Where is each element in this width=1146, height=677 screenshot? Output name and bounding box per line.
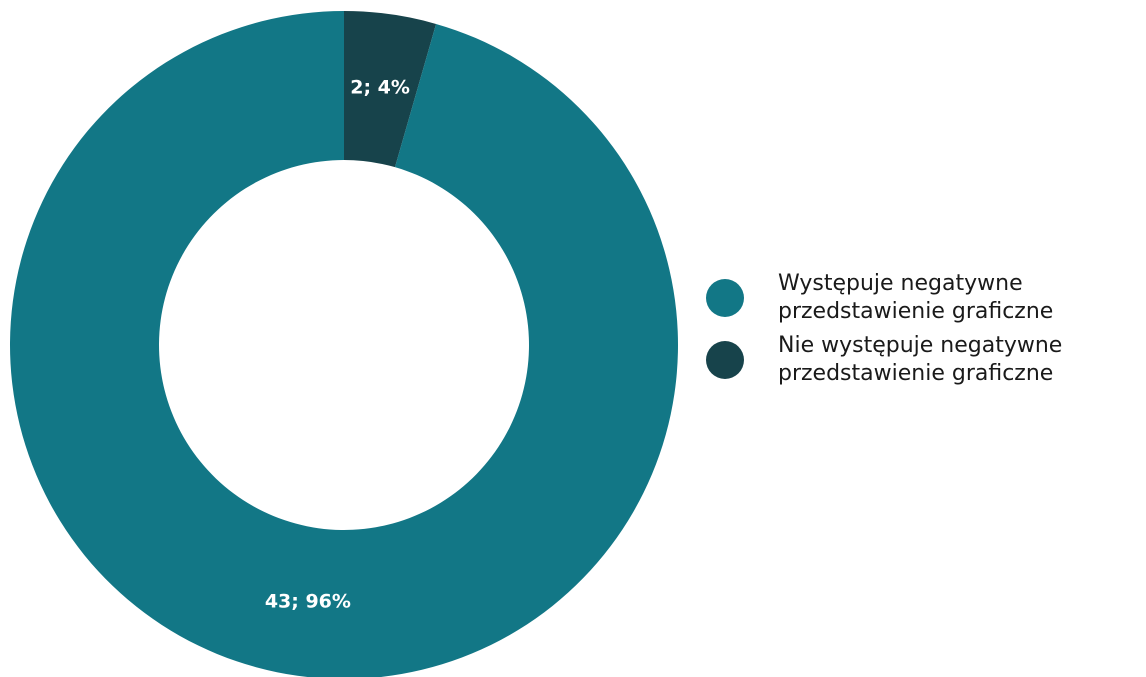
- legend-item-wystepuje: Występuje negatywne przedstawienie grafi…: [706, 270, 1146, 326]
- legend-label-line1: Występuje negatywne: [778, 271, 1023, 296]
- legend-label-line2: przedstawienie graficzne: [778, 299, 1054, 324]
- legend-label-nie-wystepuje: Nie występuje negatywne przedstawienie g…: [778, 332, 1062, 388]
- chart-legend: Występuje negatywne przedstawienie grafi…: [706, 270, 1146, 394]
- legend-marker-nie-wystepuje: [706, 341, 744, 379]
- legend-label-wystepuje: Występuje negatywne przedstawienie grafi…: [778, 270, 1053, 326]
- legend-marker-wystepuje: [706, 279, 744, 317]
- donut-data-labels: 2; 4% 43; 96%: [265, 77, 410, 613]
- slice-wystepuje: [10, 11, 678, 677]
- data-label-nie-wystepuje: 2; 4%: [350, 77, 410, 99]
- legend-label-line1: Nie występuje negatywne: [778, 333, 1063, 358]
- legend-item-nie-wystepuje: Nie występuje negatywne przedstawienie g…: [706, 332, 1146, 388]
- donut-chart: 2; 4% 43; 96%: [10, 11, 678, 677]
- slice-nie-wystepuje: [344, 11, 437, 168]
- legend-label-line2: przedstawienie graficzne: [778, 361, 1054, 386]
- data-label-wystepuje: 43; 96%: [265, 590, 351, 612]
- donut-slices: [10, 11, 678, 677]
